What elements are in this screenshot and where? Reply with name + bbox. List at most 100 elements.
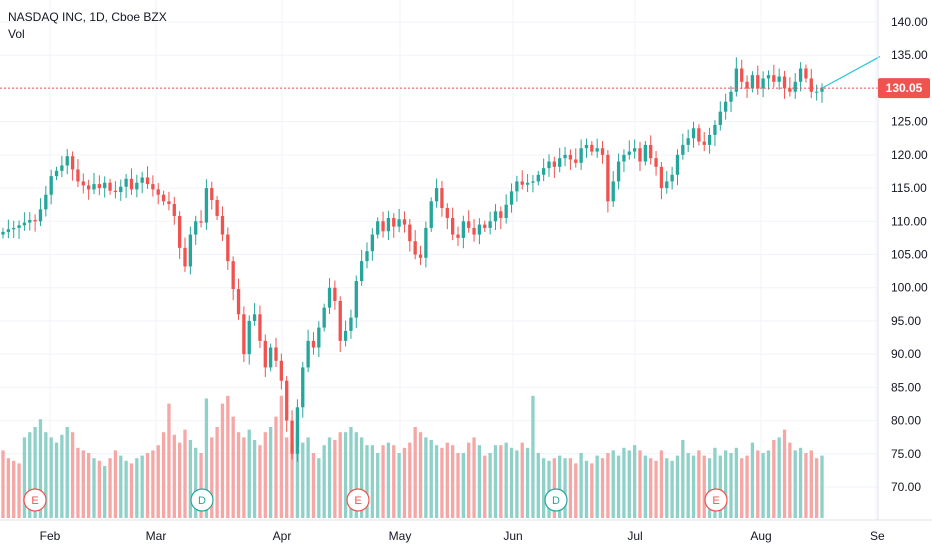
dividend-marker[interactable]: D bbox=[544, 488, 568, 512]
volume-bar bbox=[49, 437, 53, 518]
volume-bar bbox=[670, 460, 674, 518]
volume-bar bbox=[354, 432, 358, 518]
candle-body bbox=[252, 314, 257, 321]
marker-circle bbox=[190, 488, 214, 512]
volume-bar bbox=[600, 458, 605, 518]
marker-label: D bbox=[198, 495, 206, 507]
candle-body bbox=[649, 144, 653, 159]
volume-bar bbox=[467, 442, 471, 518]
volume-bar bbox=[333, 440, 337, 518]
volume-bar bbox=[161, 432, 166, 518]
candle-body bbox=[327, 287, 332, 308]
volume-bar bbox=[552, 458, 557, 518]
candle-body bbox=[397, 219, 401, 227]
volume-bar bbox=[584, 460, 589, 518]
x-tick-label: Se bbox=[870, 529, 885, 543]
volume-bar bbox=[750, 442, 755, 518]
candle-body bbox=[777, 76, 781, 82]
candle-body bbox=[236, 289, 241, 315]
volume-bar bbox=[311, 453, 316, 518]
candle-body bbox=[76, 169, 80, 182]
x-tick-label: Jun bbox=[503, 529, 522, 543]
volume-bar bbox=[509, 447, 514, 518]
volume-bar bbox=[370, 445, 375, 518]
candle-body bbox=[140, 177, 144, 183]
candle-body bbox=[445, 208, 449, 218]
candle-body bbox=[333, 287, 337, 301]
y-tick-label: 105.00 bbox=[891, 248, 928, 262]
volume-bar bbox=[386, 442, 391, 518]
dividend-marker[interactable]: D bbox=[190, 488, 214, 512]
marker-label: E bbox=[31, 495, 38, 507]
volume-bar bbox=[536, 453, 540, 518]
candle-body bbox=[429, 201, 433, 228]
volume-bar bbox=[359, 437, 364, 518]
candle-body bbox=[750, 75, 755, 89]
volume-bar bbox=[638, 450, 642, 518]
volume-bar bbox=[798, 447, 803, 518]
volume-bar bbox=[247, 429, 251, 518]
volume-bar bbox=[772, 440, 776, 518]
volume-bar bbox=[204, 398, 209, 518]
y-tick-label: 95.00 bbox=[891, 314, 921, 328]
volume-bar bbox=[327, 437, 332, 518]
volume-bar bbox=[483, 455, 487, 518]
candle-body bbox=[231, 261, 235, 290]
candle-body bbox=[798, 68, 803, 82]
candle-body bbox=[450, 217, 455, 235]
volume-bar bbox=[590, 463, 594, 518]
candle-body bbox=[483, 224, 487, 228]
volume-bar bbox=[456, 453, 460, 518]
volume-bar bbox=[686, 453, 690, 518]
volume-bar bbox=[349, 427, 353, 518]
candle-body bbox=[531, 181, 535, 183]
volume-bar bbox=[76, 447, 80, 518]
volume-label[interactable]: Vol bbox=[8, 27, 25, 41]
earnings-marker[interactable]: E bbox=[346, 488, 370, 512]
y-tick-label: 125.00 bbox=[891, 115, 928, 129]
volume-bar bbox=[231, 416, 235, 518]
volume-bar bbox=[541, 458, 546, 518]
volume-bar bbox=[119, 455, 123, 518]
candle-body bbox=[761, 78, 765, 89]
volume-bar bbox=[44, 432, 48, 518]
volume-bar bbox=[558, 455, 562, 518]
symbol-title[interactable]: NASDAQ INC, 1D, Cboe BZX bbox=[8, 10, 167, 24]
candle-body bbox=[226, 234, 230, 262]
volume-bar bbox=[338, 432, 342, 518]
candle-body bbox=[456, 234, 460, 238]
earnings-marker[interactable]: E bbox=[23, 488, 47, 512]
volume-bar bbox=[252, 440, 257, 518]
volume-bar bbox=[167, 403, 171, 518]
candle-body bbox=[124, 178, 128, 187]
candle-body bbox=[499, 211, 503, 218]
volume-bar bbox=[675, 455, 680, 518]
candle-body bbox=[766, 75, 771, 79]
volume-bar bbox=[429, 440, 433, 518]
candle-body bbox=[697, 128, 701, 142]
volume-bar bbox=[531, 395, 535, 518]
candle-body bbox=[38, 209, 43, 222]
volume-bar bbox=[290, 445, 294, 518]
volume-bar bbox=[814, 458, 819, 518]
volume-bar bbox=[70, 432, 75, 518]
volume-bar bbox=[199, 453, 203, 518]
volume-bar bbox=[113, 450, 118, 518]
candle-body bbox=[343, 330, 348, 341]
volume-bar bbox=[285, 437, 289, 518]
candle-body bbox=[627, 151, 631, 155]
earnings-marker[interactable]: E bbox=[704, 488, 728, 512]
volume-bar bbox=[697, 450, 701, 518]
candle-body bbox=[638, 148, 642, 162]
candle-body bbox=[290, 420, 294, 454]
volume-bar bbox=[622, 447, 626, 518]
candle-body bbox=[686, 138, 690, 145]
candle-body bbox=[151, 184, 155, 190]
candle-body bbox=[745, 81, 749, 89]
volume-bar bbox=[188, 440, 193, 518]
candle-body bbox=[681, 144, 685, 155]
volume-bar bbox=[424, 437, 428, 518]
